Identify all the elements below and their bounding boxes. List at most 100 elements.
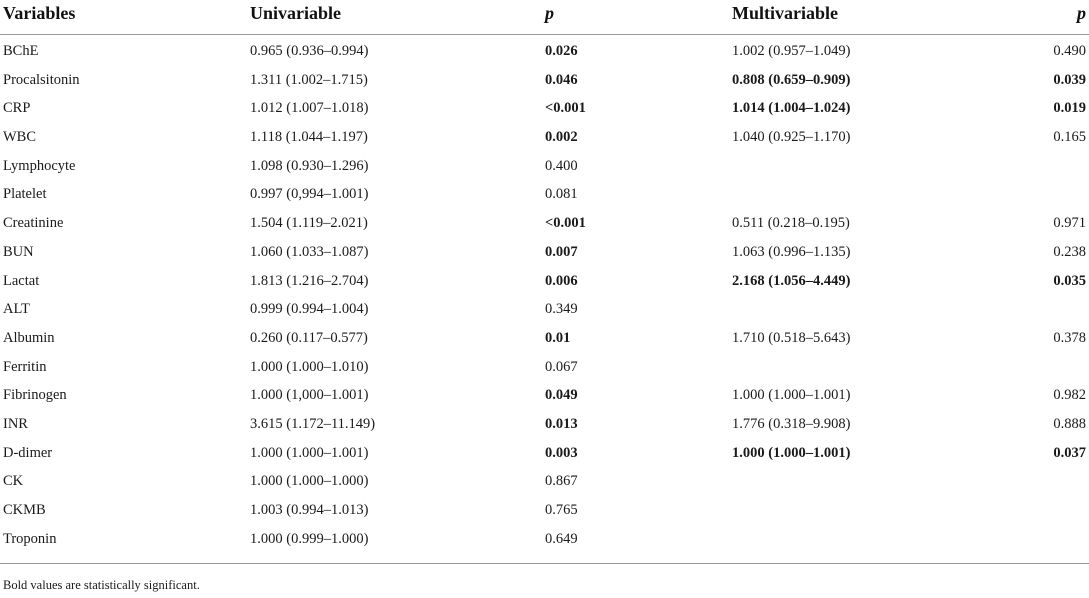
multivariable-p-cell: 0.037 — [1053, 444, 1086, 461]
univariable-or-cell: 1.000 (1.000–1.010) — [250, 358, 369, 375]
variable-cell: WBC — [3, 129, 37, 146]
variable-cell: BChE — [3, 43, 39, 59]
table-footnote: Bold values are statistically significan… — [3, 578, 200, 592]
regression-table: Variables Univariable p Multivariable p … — [0, 0, 1089, 553]
header-variables: Variables — [3, 3, 76, 23]
univariable-p-cell: 0.049 — [545, 387, 578, 404]
univariable-p-cell: 0.649 — [545, 530, 578, 547]
variable-cell: Lactat — [3, 272, 40, 289]
univariable-p-cell: 0.081 — [545, 186, 578, 203]
variable-cell: BUN — [3, 243, 34, 260]
variable-cell: Ferritin — [3, 358, 47, 375]
table-row: WBC 1.118 (1.044–1.197) 0.002 1.040 (0.925–… — [0, 123, 1089, 152]
multivariable-p-cell: 0.490 — [1053, 43, 1086, 59]
variable-cell: Platelet — [3, 186, 47, 203]
table-header-row: Variables Univariable p Multivariable p — [0, 0, 1089, 34]
header-p-univariable: p — [545, 3, 554, 23]
multivariable-or-cell: 0.808 (0.659–0.909) — [732, 71, 851, 88]
univariable-p-cell: <0.001 — [545, 215, 586, 232]
variable-cell: Troponin — [3, 530, 57, 547]
univariable-or-cell: 1.000 (0.999–1.000) — [250, 530, 369, 547]
multivariable-p-cell: 0.238 — [1053, 243, 1086, 260]
univariable-p-cell: 0.013 — [545, 415, 578, 432]
multivariable-or-cell: 1.000 (1.000–1.001) — [732, 387, 851, 404]
univariable-or-cell: 1.098 (0.930–1.296) — [250, 157, 369, 174]
univariable-p-cell: 0.046 — [545, 71, 578, 88]
variable-cell: Creatinine — [3, 215, 64, 232]
multivariable-or-cell: 1.040 (0.925–1.170) — [732, 129, 851, 146]
multivariable-p-cell: 0.165 — [1053, 129, 1086, 146]
table-row: BUN 1.060 (1.033–1.087) 0.007 1.063 (0.996–… — [0, 238, 1089, 267]
univariable-or-cell: 1.118 (1.044–1.197) — [250, 129, 368, 146]
multivariable-or-cell: 1.000 (1.000–1.001) — [732, 444, 851, 461]
table-row: CRP 1.012 (1.007–1.018) <0.001 1.014 (1.004… — [0, 94, 1089, 123]
table-row: Lymphocyte 1.098 (0.930–1.296) 0.400 — [0, 152, 1089, 181]
table-row: Platelet 0.997 (0,994–1.001) 0.081 — [0, 180, 1089, 209]
table-row: Ferritin 1.000 (1.000–1.010) 0.067 — [0, 353, 1089, 382]
table-row: Fibrinogen 1.000 (1,000–1.001) 0.049 1.000 … — [0, 381, 1089, 410]
univariable-or-cell: 1.012 (1.007–1.018) — [250, 100, 369, 117]
multivariable-or-cell: 0.511 (0.218–0.195) — [732, 215, 850, 232]
multivariable-p-cell: 0.378 — [1053, 329, 1086, 346]
variable-cell: INR — [3, 415, 28, 432]
univariable-or-cell: 0.999 (0.994–1.004) — [250, 301, 369, 318]
univariable-p-cell: 0.003 — [545, 444, 578, 461]
header-divider — [0, 34, 1089, 35]
univariable-or-cell: 3.615 (1.172–11.149) — [250, 415, 376, 432]
variable-cell: ALT — [3, 301, 30, 318]
table-row: Lactat 1.813 (1.216–2.704) 0.006 2.168 (1.0… — [0, 267, 1089, 296]
multivariable-or-cell: 1.063 (0.996–1.135) — [732, 243, 851, 260]
multivariable-or-cell: 1.710 (0.518–5.643) — [732, 329, 851, 346]
table-row: CKMB 1.003 (0.994–1.013) 0.765 — [0, 496, 1089, 525]
univariable-or-cell: 1.813 (1.216–2.704) — [250, 272, 369, 289]
variable-cell: CK — [3, 473, 24, 490]
univariable-p-cell: 0.026 — [545, 43, 578, 59]
univariable-or-cell: 1.000 (1.000–1.001) — [250, 444, 369, 461]
variable-cell: CKMB — [3, 502, 46, 518]
table-row: Troponin 1.000 (0.999–1.000) 0.649 — [0, 525, 1089, 554]
table-row: Procalsitonin 1.311 (1.002–1.715) 0.046 0.8… — [0, 66, 1089, 95]
header-p-multivariable: p — [1077, 3, 1086, 23]
univariable-p-cell: <0.001 — [545, 100, 586, 117]
multivariable-or-cell: 2.168 (1.056–4.449) — [732, 272, 851, 289]
table-row: INR 3.615 (1.172–11.149) 0.013 1.776 (0.318… — [0, 410, 1089, 439]
header-multivariable: Multivariable — [732, 3, 838, 23]
multivariable-p-cell: 0.971 — [1053, 215, 1086, 232]
variable-cell: Fibrinogen — [3, 387, 67, 404]
univariable-p-cell: 0.007 — [545, 243, 578, 260]
multivariable-p-cell: 0.982 — [1053, 387, 1086, 404]
multivariable-p-cell: 0.888 — [1053, 415, 1086, 432]
variable-cell: Albumin — [3, 329, 55, 346]
univariable-p-cell: 0.01 — [545, 329, 571, 346]
variable-cell: Procalsitonin — [3, 71, 80, 88]
variable-cell: CRP — [3, 100, 31, 117]
multivariable-or-cell: 1.776 (0.318–9.908) — [732, 415, 851, 432]
univariable-or-cell: 0.260 (0.117–0.577) — [250, 329, 368, 346]
univariable-p-cell: 0.765 — [545, 502, 578, 518]
univariable-or-cell: 0.965 (0.936–0.994) — [250, 43, 369, 59]
multivariable-or-cell: 1.014 (1.004–1.024) — [732, 100, 851, 117]
univariable-p-cell: 0.867 — [545, 473, 578, 490]
univariable-p-cell: 0.006 — [545, 272, 578, 289]
univariable-p-cell: 0.067 — [545, 358, 578, 375]
table-row: CK 1.000 (1.000–1.000) 0.867 — [0, 467, 1089, 496]
univariable-or-cell: 1.060 (1.033–1.087) — [250, 243, 369, 260]
univariable-or-cell: 1.000 (1.000–1.000) — [250, 473, 369, 490]
table-row: Creatinine 1.504 (1.119–2.021) <0.001 0.511… — [0, 209, 1089, 238]
variable-cell: D-dimer — [3, 444, 53, 461]
table-bottom-divider — [0, 563, 1089, 564]
univariable-or-cell: 1.504 (1.119–2.021) — [250, 215, 368, 232]
multivariable-or-cell: 1.002 (0.957–1.049) — [732, 43, 851, 59]
univariable-or-cell: 1.311 (1.002–1.715) — [250, 71, 368, 88]
multivariable-p-cell: 0.035 — [1053, 272, 1086, 289]
univariable-p-cell: 0.400 — [545, 157, 578, 174]
univariable-or-cell: 1.000 (1,000–1.001) — [250, 387, 369, 404]
univariable-or-cell: 0.997 (0,994–1.001) — [250, 186, 369, 203]
table-row: Albumin 0.260 (0.117–0.577) 0.01 1.710 (0.5… — [0, 324, 1089, 353]
table-row: BChE 0.965 (0.936–0.994) 0.026 1.002 (0.957… — [0, 37, 1089, 66]
univariable-p-cell: 0.349 — [545, 301, 578, 318]
variable-cell: Lymphocyte — [3, 157, 76, 174]
table-row: ALT 0.999 (0.994–1.004) 0.349 — [0, 295, 1089, 324]
table-body: BChE 0.965 (0.936–0.994) 0.026 1.002 (0.957… — [0, 35, 1089, 553]
multivariable-p-cell: 0.019 — [1053, 100, 1086, 117]
